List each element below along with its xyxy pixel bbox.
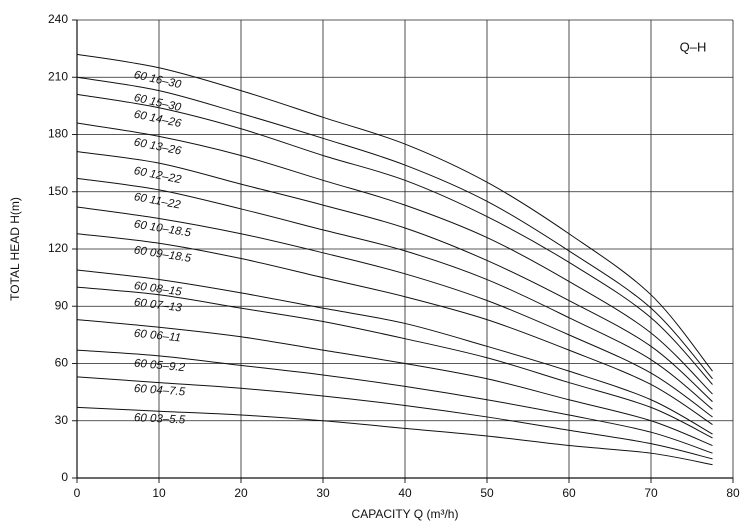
- curve: [76, 76, 713, 380]
- x-tick-label: 50: [480, 486, 494, 500]
- series-label: 60 04–7.5: [134, 383, 186, 399]
- y-tick-label: 60: [55, 356, 69, 370]
- series-label: 60 08–15: [133, 280, 183, 299]
- curve: [76, 233, 713, 425]
- y-tick-label: 30: [55, 413, 69, 427]
- series-label: 60 03–5.5: [134, 412, 186, 426]
- x-tick-label: 60: [562, 486, 576, 500]
- curve: [76, 319, 713, 447]
- y-tick-label: 240: [48, 12, 68, 26]
- curve: [76, 349, 713, 454]
- series-label: 60 16–30: [133, 69, 183, 91]
- series-label: 60 11–22: [133, 191, 182, 212]
- curve: [76, 269, 713, 435]
- curve: [76, 122, 713, 395]
- y-tick-label: 210: [48, 69, 68, 83]
- x-tick-label: 80: [726, 486, 740, 500]
- series-label: 60 10–18.5: [133, 218, 192, 239]
- series-label: 60 05–9.2: [133, 358, 186, 375]
- series-label: 60 06–11: [133, 328, 181, 345]
- series-label: 60 07–13: [133, 297, 183, 315]
- y-tick-label: 0: [61, 470, 68, 484]
- curve-type-label: Q–H: [680, 39, 707, 54]
- x-tick-label: 10: [152, 486, 166, 500]
- curve: [76, 177, 713, 410]
- x-axis-title: CAPACITY Q (m³/h): [352, 507, 459, 521]
- curve: [76, 93, 713, 385]
- curve: [76, 151, 713, 403]
- curve: [76, 286, 713, 439]
- curve: [76, 406, 713, 466]
- x-tick-label: 40: [398, 486, 412, 500]
- y-tick-label: 120: [48, 241, 68, 255]
- y-tick-label: 180: [48, 127, 68, 141]
- x-tick-label: 20: [234, 486, 248, 500]
- curve: [76, 206, 713, 418]
- x-tick-label: 0: [74, 486, 81, 500]
- y-tick-label: 150: [48, 184, 68, 198]
- y-axis-title: TOTAL HEAD H(m): [8, 197, 22, 301]
- series-label: 60 12–22: [133, 165, 183, 186]
- y-tick-label: 90: [55, 298, 69, 312]
- curve: [76, 53, 713, 372]
- curve: [76, 376, 713, 460]
- x-tick-label: 30: [316, 486, 330, 500]
- x-tick-label: 70: [644, 486, 658, 500]
